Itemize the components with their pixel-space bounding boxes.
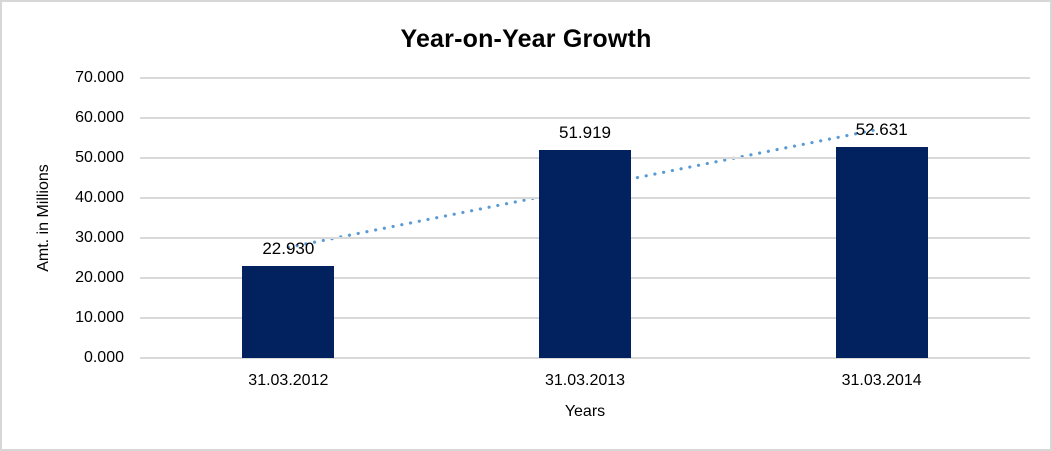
gridline	[140, 357, 1030, 359]
chart-title: Year-on-Year Growth	[400, 25, 652, 53]
bar-31.03.2014	[835, 147, 928, 358]
gridline	[140, 77, 1030, 79]
y-tick-label: 70.000	[75, 69, 124, 86]
y-tick-label: 60.000	[75, 109, 124, 126]
plot-area: 22.930 51.919 52.631	[140, 77, 1030, 359]
x-tick-label: 31.03.2014	[841, 372, 922, 389]
bar-value-label: 22.930	[262, 239, 315, 259]
y-tick-label: 10.000	[75, 309, 124, 326]
y-tick-label: 20.000	[75, 269, 124, 286]
x-tick-label: 31.03.2013	[544, 372, 626, 389]
y-axis-title: Amt. in Millions	[35, 164, 52, 272]
y-tick-label: 50.000	[75, 149, 124, 166]
x-tick-label: 31.03.2012	[248, 372, 329, 389]
bar-value-label: 52.631	[855, 120, 908, 140]
bar-31.03.2012	[242, 266, 335, 358]
y-tick-label: 30.000	[75, 229, 124, 246]
gridline	[140, 117, 1030, 119]
y-tick-label: 0.000	[83, 349, 124, 366]
y-tick-label: 40.000	[75, 189, 124, 206]
x-axis-title: Years	[564, 403, 606, 420]
bar-value-label: 51.919	[559, 123, 611, 143]
bar-31.03.2013	[539, 150, 631, 358]
